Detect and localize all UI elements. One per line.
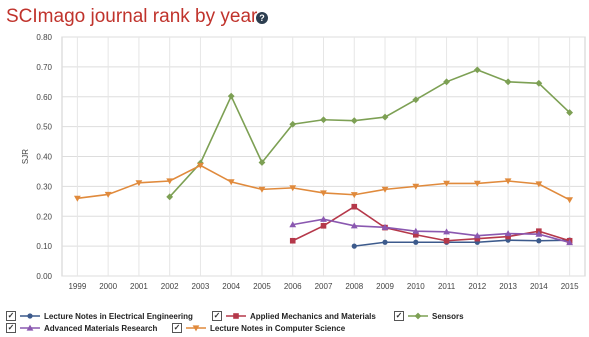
- legend-label: Advanced Materials Research: [44, 324, 157, 333]
- legend-label: Sensors: [432, 312, 464, 321]
- x-tick-label: 2001: [130, 282, 148, 291]
- y-tick-label: 0.00: [36, 272, 52, 281]
- legend-item-advanced-materials-research[interactable]: ✓ Advanced Materials Research: [6, 323, 157, 333]
- legend-checkbox[interactable]: ✓: [212, 311, 222, 321]
- x-tick-label: 2004: [222, 282, 240, 291]
- x-tick-label: 2011: [438, 282, 456, 291]
- legend-checkbox[interactable]: ✓: [172, 323, 182, 333]
- chart-legend: ✓ Lecture Notes in Electrical Engineerin…: [0, 305, 589, 335]
- data-point[interactable]: [474, 66, 481, 73]
- y-tick-label: 0.80: [36, 33, 52, 42]
- series-1: [290, 204, 572, 244]
- legend-label: Applied Mechanics and Materials: [250, 312, 376, 321]
- data-point[interactable]: [290, 238, 296, 244]
- x-tick-label: 2000: [99, 282, 117, 291]
- y-tick-label: 0.60: [36, 93, 52, 102]
- x-tick-label: 2009: [376, 282, 394, 291]
- legend-label: Lecture Notes in Electrical Engineering: [44, 312, 193, 321]
- data-point[interactable]: [505, 78, 512, 85]
- data-point[interactable]: [536, 238, 541, 243]
- legend-swatch-triangle-icon: [19, 324, 41, 332]
- data-point[interactable]: [351, 204, 357, 210]
- legend-swatch-marker[interactable]: [233, 313, 239, 319]
- x-tick-label: 2010: [407, 282, 425, 291]
- data-point[interactable]: [412, 96, 419, 103]
- data-point[interactable]: [228, 93, 235, 100]
- y-axis-label: SJR: [21, 149, 30, 164]
- data-point[interactable]: [443, 78, 450, 85]
- y-tick-label: 0.20: [36, 212, 52, 221]
- y-tick-label: 0.40: [36, 153, 52, 162]
- data-point[interactable]: [382, 240, 387, 245]
- legend-swatch-diamond-icon: [407, 312, 429, 320]
- x-tick-label: 2007: [315, 282, 333, 291]
- sjr-line-chart: 0.00 0.10 0.20 0.30 0.40 0.50 0.60 0.70 0.80 1999…: [0, 0, 589, 305]
- y-tick-label: 0.70: [36, 63, 52, 72]
- x-tick-label: 2008: [345, 282, 363, 291]
- x-tick-label: 2014: [530, 282, 548, 291]
- data-point[interactable]: [320, 116, 327, 123]
- x-tick-label: 2002: [161, 282, 179, 291]
- data-point[interactable]: [351, 117, 358, 124]
- x-tick-label: 2012: [468, 282, 486, 291]
- data-point[interactable]: [382, 114, 389, 121]
- legend-checkbox[interactable]: ✓: [394, 311, 404, 321]
- legend-item-lecture-notes-electrical-engineering[interactable]: ✓ Lecture Notes in Electrical Engineerin…: [6, 311, 193, 321]
- x-tick-label: 2005: [253, 282, 271, 291]
- legend-swatch-marker[interactable]: [27, 313, 32, 318]
- x-tick-label: 2003: [192, 282, 210, 291]
- legend-label: Lecture Notes in Computer Science: [210, 324, 345, 333]
- legend-item-applied-mechanics-materials[interactable]: ✓ Applied Mechanics and Materials: [212, 311, 376, 321]
- data-point[interactable]: [444, 238, 450, 244]
- legend-checkbox[interactable]: ✓: [6, 323, 16, 333]
- series-line: [293, 219, 570, 242]
- legend-swatch-marker[interactable]: [415, 313, 422, 320]
- legend-checkbox[interactable]: ✓: [6, 311, 16, 321]
- legend-swatch-circle-icon: [19, 312, 41, 320]
- legend-item-sensors[interactable]: ✓ Sensors: [394, 311, 464, 321]
- data-point[interactable]: [566, 197, 573, 203]
- legend-item-lecture-notes-computer-science[interactable]: ✓ Lecture Notes in Computer Science: [172, 323, 345, 333]
- legend-swatch-square-icon: [225, 312, 247, 320]
- y-tick-label: 0.50: [36, 123, 52, 132]
- y-tick-label: 0.10: [36, 242, 52, 251]
- x-tick-label: 2015: [561, 282, 579, 291]
- x-tick-label: 2006: [284, 282, 302, 291]
- x-tick-label: 2013: [499, 282, 517, 291]
- series-line: [293, 207, 570, 241]
- legend-swatch-triangle-down-icon: [185, 324, 207, 332]
- data-point[interactable]: [321, 223, 327, 229]
- data-point[interactable]: [413, 240, 418, 245]
- x-tick-label: 1999: [68, 282, 86, 291]
- y-tick-label: 0.30: [36, 182, 52, 191]
- series-line: [170, 70, 570, 197]
- data-point[interactable]: [352, 244, 357, 249]
